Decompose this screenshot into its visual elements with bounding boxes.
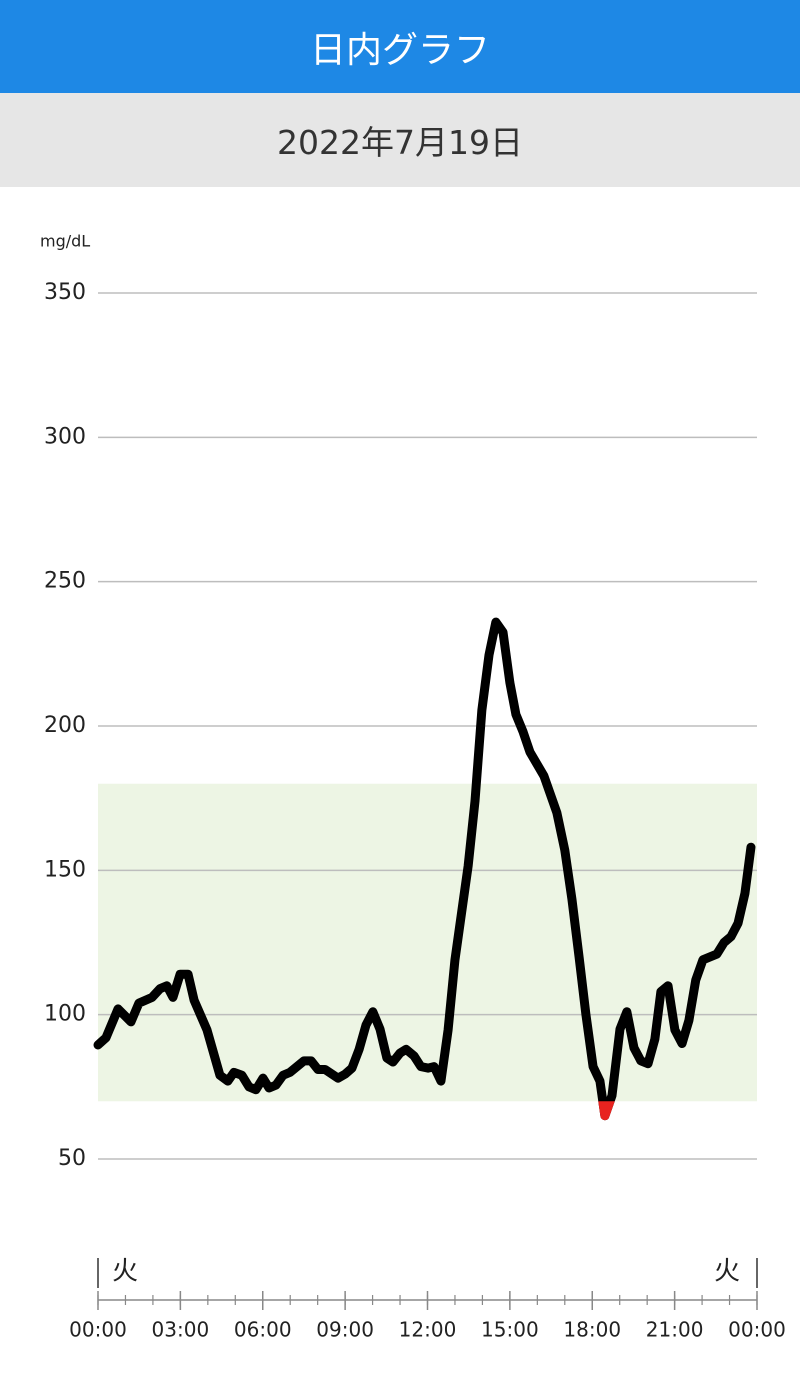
y-tick-label: 300 xyxy=(44,424,86,449)
y-tick-label: 150 xyxy=(44,857,86,882)
day-label: 火 xyxy=(714,1257,740,1287)
x-tick-label: 15:00 xyxy=(481,1318,539,1342)
x-tick-label: 18:00 xyxy=(563,1318,621,1342)
x-tick-label: 00:00 xyxy=(69,1318,127,1342)
glucose-line xyxy=(93,617,756,1121)
date-label: 2022年7月19日 xyxy=(277,123,523,162)
app-header: 日内グラフ xyxy=(0,0,800,93)
x-tick-label: 12:00 xyxy=(399,1318,457,1342)
x-tick-label: 21:00 xyxy=(646,1318,704,1342)
y-tick-label: 200 xyxy=(44,713,86,738)
y-tick-label: 100 xyxy=(44,1002,86,1027)
date-bar[interactable]: 2022年7月19日 xyxy=(0,93,800,187)
y-axis-label: mg/dL xyxy=(40,232,90,251)
y-tick-label: 350 xyxy=(44,280,86,305)
x-tick-label: 00:00 xyxy=(728,1318,786,1342)
x-tick-label: 06:00 xyxy=(234,1318,292,1342)
y-tick-label: 50 xyxy=(58,1146,86,1171)
x-tick-label: 03:00 xyxy=(152,1318,210,1342)
target-range xyxy=(98,783,757,1102)
day-label: 火 xyxy=(112,1257,138,1287)
y-tick-label: 250 xyxy=(44,569,86,594)
x-tick-label: 09:00 xyxy=(316,1318,374,1342)
header-title: 日内グラフ xyxy=(309,29,490,71)
